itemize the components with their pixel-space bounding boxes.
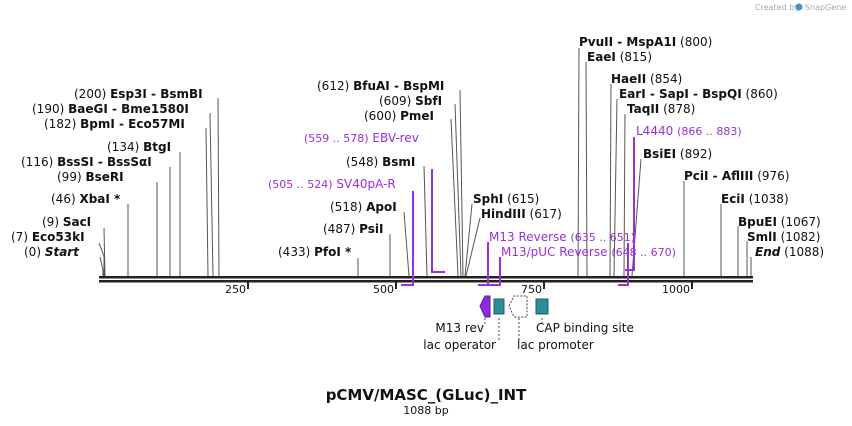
primer-markers xyxy=(401,137,635,286)
site-label-bsiei: BsiEI (892) xyxy=(643,147,712,161)
sequence-line-bottom xyxy=(99,280,753,283)
lac-operator-box xyxy=(493,298,505,315)
plasmid-title: pCMV/MASC_(GLuc)_INT xyxy=(326,386,527,404)
site-label-end: End (1088) xyxy=(755,245,824,259)
site-label-esp3i: (200) Esp3I - BsmBI xyxy=(74,87,203,101)
site-label-hindiii: HindIII (617) xyxy=(481,207,562,221)
site-label-haeii: HaeII (854) xyxy=(611,72,682,86)
site-label-apoi: (518) ApoI xyxy=(330,200,397,214)
cap-binding-site-box xyxy=(535,298,549,315)
primer-label-ebv-rev: (559 .. 578) EBV-rev xyxy=(304,131,419,145)
ruler: 250 500 750 1000 xyxy=(225,282,693,296)
tick-label-250: 250 xyxy=(225,283,246,296)
sequence-line-top xyxy=(99,276,753,279)
site-label-pcii: PciI - AflIII (976) xyxy=(684,169,790,183)
primer-marker-ebv-rev xyxy=(431,169,445,273)
site-label-taqii: TaqII (878) xyxy=(627,102,695,116)
primer-label-sv40pa-r: (505 .. 524) SV40pA-R xyxy=(268,177,396,191)
primer-marker-l4440-bottom xyxy=(618,243,629,286)
site-label-bpmi: (182) BpmI - Eco57MI xyxy=(44,117,185,131)
feature-label-lac-promoter: lac promoter xyxy=(517,338,594,352)
primer-label-m13-puc-reverse: M13/pUC Reverse (648 .. 670) xyxy=(501,245,676,259)
site-label-eari: EarI - SapI - BspQI (860) xyxy=(619,87,778,101)
site-label-pmei: (600) PmeI xyxy=(364,109,434,123)
primer-marker-sv40pa-r xyxy=(401,191,414,286)
site-label-sbfi: (609) SbfI xyxy=(379,94,442,108)
feature-label-lac-operator: lac operator xyxy=(423,338,496,352)
credit-text: Created by xyxy=(755,3,799,12)
site-label-pvuii: PvuII - MspA1I (800) xyxy=(579,35,712,49)
credit-brand: SnapGene xyxy=(805,3,846,12)
feature-label-m13-rev: M13 rev xyxy=(435,321,484,335)
site-label-start: (0) Start xyxy=(24,245,80,259)
site-label-sphi: SphI (615) xyxy=(473,192,539,206)
site-label-psii: (487) PsiI xyxy=(323,222,383,236)
site-label-eaei: EaeI (815) xyxy=(587,50,652,64)
tick-label-1000: 1000 xyxy=(662,283,690,296)
site-label-eco53ki: (7) Eco53kI xyxy=(11,230,85,244)
feature-label-cap-binding-site: CAP binding site xyxy=(536,321,634,335)
lac-promoter-arrow-icon xyxy=(508,295,528,318)
snapgene-logo-icon xyxy=(795,3,803,11)
primer-marker-m13-reverse xyxy=(478,242,489,286)
site-label-pfoi: (433) PfoI * xyxy=(278,245,352,259)
primer-marker-m13-puc-reverse xyxy=(488,257,501,286)
site-label-bsmi: (548) BsmI xyxy=(346,155,415,169)
site-label-smli: SmlI (1082) xyxy=(747,230,820,244)
site-label-xbai: (46) XbaI * xyxy=(51,192,121,206)
site-label-baegi: (190) BaeGI - Bme1580I xyxy=(32,102,189,116)
m13-rev-arrow-icon xyxy=(479,295,491,318)
site-leader-lines xyxy=(98,47,752,277)
site-label-bpuei: BpuEI (1067) xyxy=(738,215,821,229)
plasmid-length: 1088 bp xyxy=(403,404,448,417)
site-label-saci: (9) SacI xyxy=(42,215,91,229)
feature-track xyxy=(479,295,549,340)
primer-label-m13-reverse: M13 Reverse (635 .. 651) xyxy=(489,230,635,244)
tick-label-500: 500 xyxy=(373,283,394,296)
site-label-bfuai: (612) BfuAI - BspMI xyxy=(317,79,444,93)
site-label-bseri: (99) BseRI xyxy=(57,170,124,184)
site-label-bsssi: (116) BssSI - BssSαI xyxy=(21,155,152,169)
tick-label-750: 750 xyxy=(521,283,542,296)
primer-label-l4440: L4440 (866 .. 883) xyxy=(636,124,742,138)
site-label-btgi: (134) BtgI xyxy=(107,140,171,154)
site-label-ecii: EciI (1038) xyxy=(721,192,789,206)
